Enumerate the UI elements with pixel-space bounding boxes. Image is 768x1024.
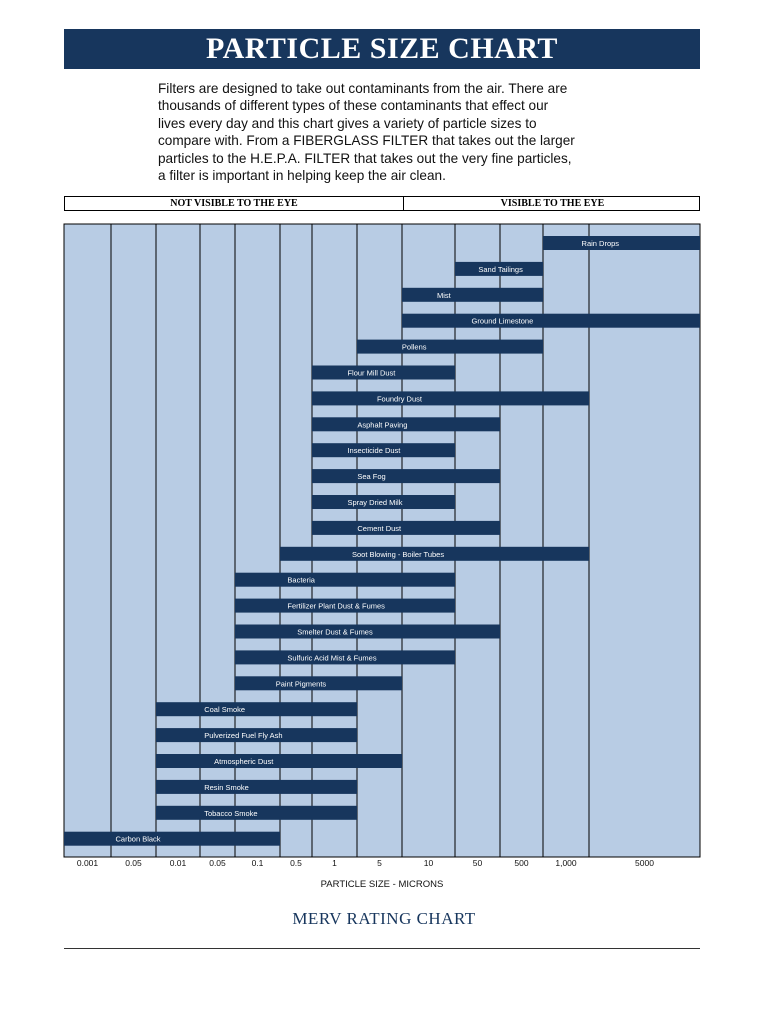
- x-tick-label: 10: [424, 858, 434, 868]
- size-column: [356, 223, 403, 858]
- bar-label: Flour Mill Dust: [347, 369, 396, 378]
- x-axis-label: PARTICLE SIZE - MICRONS: [321, 879, 444, 890]
- bar-label: Paint Pigments: [276, 679, 327, 688]
- x-tick-label: 0.5: [290, 858, 302, 868]
- x-tick-label: 1,000: [555, 858, 577, 868]
- merv-rating-title: MERV RATING CHART: [292, 909, 476, 928]
- range-bar: [312, 417, 500, 432]
- bar-label: Coal Smoke: [204, 705, 245, 714]
- range-bar: [156, 805, 357, 820]
- particle-size-chart: Rain Drops Sand Tailings Mist Ground Limest…: [63, 223, 701, 890]
- range-bar: [64, 831, 280, 846]
- size-column: [499, 223, 544, 858]
- bar-label: Mist: [437, 291, 452, 300]
- range-bar: [312, 391, 589, 406]
- size-column: [454, 223, 501, 858]
- bar-label: Spray Dried Milk: [347, 498, 402, 507]
- bar-label: Foundry Dust: [377, 394, 423, 403]
- size-column: [311, 223, 358, 858]
- x-tick-label: 5: [377, 858, 382, 868]
- bar-label: Sand Tailings: [478, 265, 523, 274]
- range-bar: [156, 728, 357, 743]
- x-tick-label: 1: [332, 858, 337, 868]
- intro-paragraph: Filters are designed to take out contami…: [158, 81, 575, 184]
- range-bar: [235, 624, 500, 639]
- bar-label: Rain Drops: [582, 239, 620, 248]
- size-column: [401, 223, 456, 858]
- bar-label: Sulfuric Acid Mist & Fumes: [287, 653, 376, 662]
- range-bar: [312, 443, 455, 458]
- x-tick-label: 500: [514, 858, 528, 868]
- range-bar: [156, 702, 357, 717]
- bar-label: Soot Blowing - Boiler Tubes: [352, 550, 444, 559]
- not-visible-label: NOT VISIBLE TO THE EYE: [65, 197, 404, 210]
- bar-label: Cement Dust: [357, 524, 402, 533]
- x-tick-label: 0.05: [209, 858, 226, 868]
- x-tick-label: 5000: [635, 858, 654, 868]
- page-title: PARTICLE SIZE CHART: [64, 29, 700, 69]
- size-column: [542, 223, 590, 858]
- range-bar: [312, 495, 455, 509]
- bar-label: Carbon Black: [116, 835, 161, 844]
- range-bar: [455, 261, 543, 276]
- x-tick-label: 0.001: [77, 858, 99, 868]
- bar-label: Sea Fog: [357, 472, 385, 481]
- bar-label: Fertilizer Plant Dust & Fumes: [287, 602, 385, 611]
- range-bar: [312, 469, 500, 484]
- bar-label: Tobacco Smoke: [204, 809, 257, 818]
- size-column: [588, 223, 701, 858]
- bar-label: Pulverized Fuel Fly Ash: [204, 731, 282, 740]
- range-bar: [156, 754, 402, 768]
- range-bar: [235, 598, 455, 613]
- bar-label: Insecticide Dust: [347, 446, 401, 455]
- size-column: [63, 223, 112, 858]
- bottom-divider: [64, 948, 700, 949]
- range-bar: [312, 365, 455, 380]
- size-column: [110, 223, 157, 858]
- bar-label: Bacteria: [287, 576, 315, 585]
- bar-label: Smelter Dust & Fumes: [297, 628, 373, 637]
- visible-label: VISIBLE TO THE EYE: [500, 198, 605, 209]
- bar-label: Resin Smoke: [204, 783, 249, 792]
- visibility-header: NOT VISIBLE TO THE EYE VISIBLE TO THE EY…: [64, 196, 700, 211]
- x-tick-label: 0.01: [170, 858, 187, 868]
- size-column: [199, 223, 236, 858]
- range-bar: [235, 676, 402, 691]
- range-bar: [156, 779, 357, 794]
- range-bar: [543, 236, 700, 250]
- range-bar: [402, 313, 700, 328]
- range-bar: [235, 572, 455, 587]
- range-bar: [235, 650, 455, 665]
- range-bar: [402, 287, 543, 302]
- range-bar: [312, 520, 500, 535]
- bar-label: Ground Limestone: [472, 317, 534, 326]
- bar-label: Asphalt Paving: [357, 420, 407, 429]
- x-tick-label: 0.05: [125, 858, 142, 868]
- bar-label: Atmospheric Dust: [214, 757, 274, 766]
- range-bar: [280, 546, 589, 561]
- range-bar: [357, 339, 543, 354]
- x-tick-label: 0.1: [252, 858, 264, 868]
- x-tick-label: 50: [473, 858, 483, 868]
- bar-label: Pollens: [402, 343, 427, 352]
